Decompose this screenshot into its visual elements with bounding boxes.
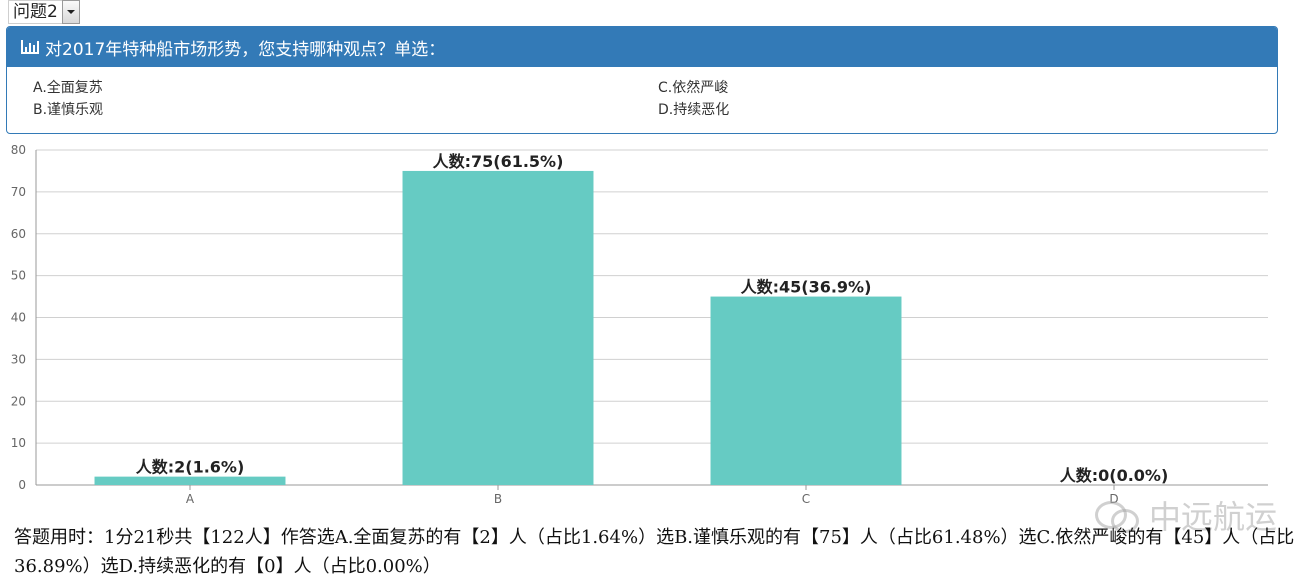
options-list: A.全面复苏 B.谨慎乐观 C.依然严峻 D.持续恶化 <box>7 67 1277 133</box>
question-selector[interactable]: 问题2 <box>8 0 80 24</box>
watermark: 中远航运 <box>1094 492 1277 538</box>
data-label-c: 人数:45(36.9%) <box>741 278 872 297</box>
option-b: B.谨慎乐观 <box>33 102 104 118</box>
y-tick-label: 70 <box>11 185 26 199</box>
option-c: C.依然严峻 <box>658 80 729 96</box>
data-label-a: 人数:2(1.6%) <box>136 458 245 477</box>
data-label-d: 人数:0(0.0%) <box>1060 466 1169 485</box>
bar-c <box>710 296 902 485</box>
x-tick-label: B <box>494 492 502 506</box>
x-tick-label: D <box>1109 492 1118 506</box>
x-tick-label: C <box>802 492 810 506</box>
y-tick-label: 20 <box>11 394 26 408</box>
y-tick-label: 80 <box>11 143 26 157</box>
bar-a <box>94 476 286 485</box>
y-tick-label: 60 <box>11 227 26 241</box>
y-tick-label: 40 <box>11 311 26 325</box>
question-header: 对2017年特种船市场形势，您支持哪种观点？单选： <box>7 27 1277 67</box>
summary-text: 答题用时：1分21秒共【122人】作答选A.全面复苏的有【2】人（占比1.64%… <box>14 527 1295 577</box>
watermark-text: 中远航运 <box>1148 498 1277 536</box>
y-tick-label: 30 <box>11 352 26 366</box>
dropdown-arrow-icon[interactable] <box>61 0 80 24</box>
question-panel: 对2017年特种船市场形势，您支持哪种观点？单选： A.全面复苏 B.谨慎乐观 … <box>6 26 1278 134</box>
y-tick-label: 0 <box>18 478 26 492</box>
wechat-logo-icon <box>1094 499 1139 533</box>
bar-b <box>402 170 594 485</box>
bar-chart: 0 10 20 30 40 50 60 70 80 A 人数:2(1.6%) B 人数:75(61.5%… <box>11 143 1268 506</box>
x-tick-label: A <box>186 492 195 506</box>
option-d: D.持续恶化 <box>658 102 730 118</box>
bar-chart-icon <box>21 40 39 54</box>
y-tick-label: 50 <box>11 269 26 283</box>
question-selector-value: 问题2 <box>8 0 62 24</box>
question-title: 对2017年特种船市场形势，您支持哪种观点？单选： <box>45 39 446 60</box>
option-a: A.全面复苏 <box>33 80 103 96</box>
data-label-b: 人数:75(61.5%) <box>433 152 564 171</box>
y-tick-label: 10 <box>11 436 26 450</box>
